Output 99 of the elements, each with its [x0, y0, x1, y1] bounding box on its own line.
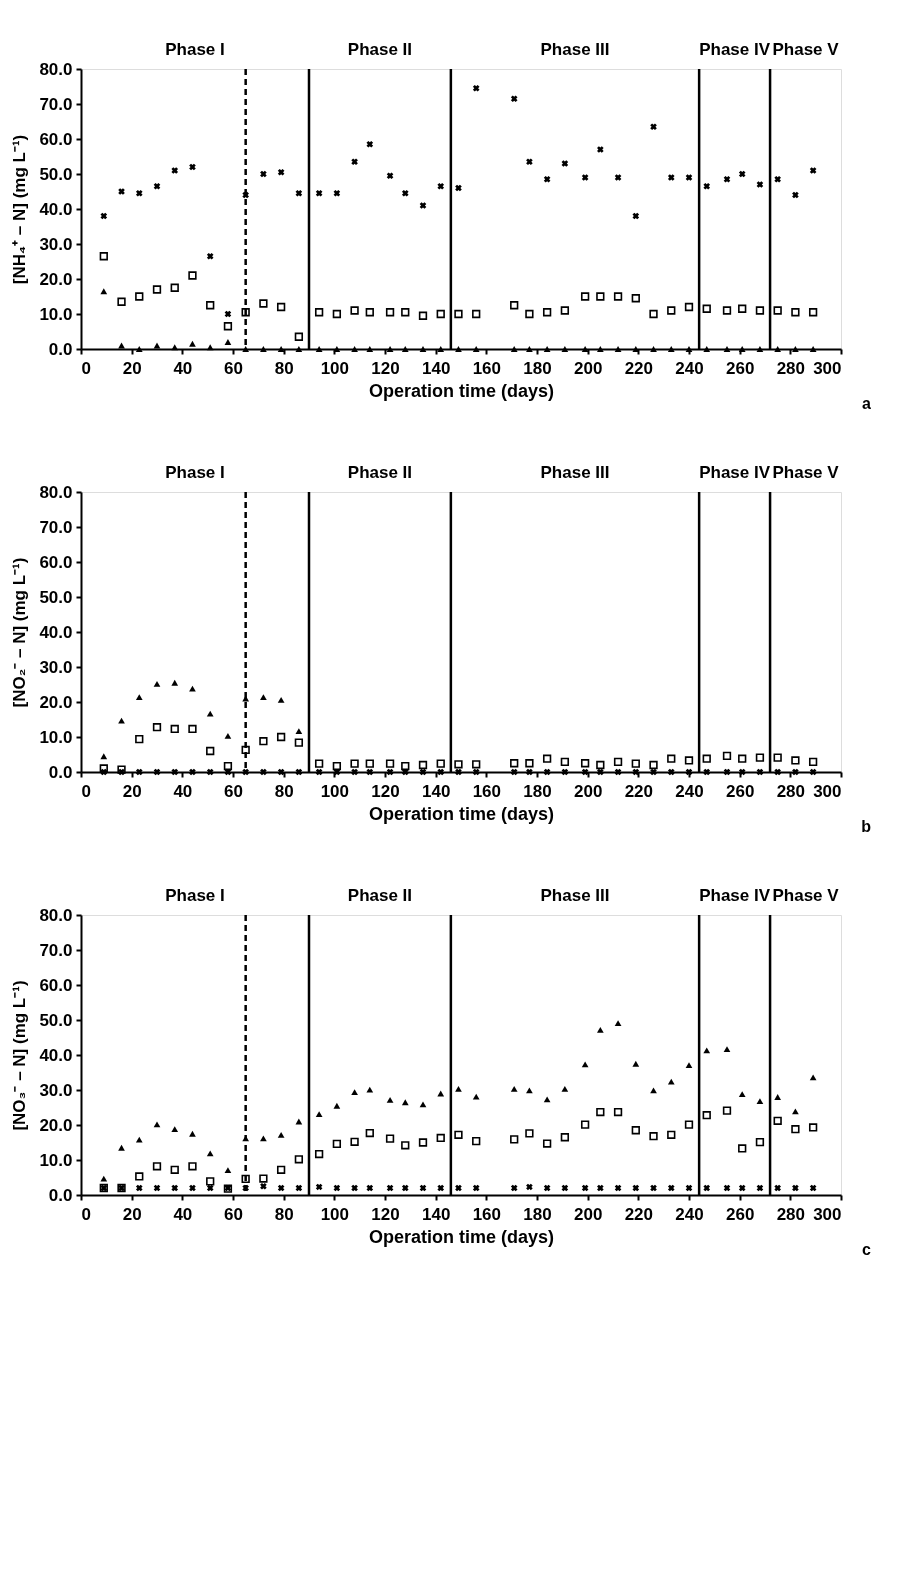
text: Phase IV [699, 463, 771, 482]
x-axis-title: Operation time (days) [368, 380, 555, 401]
x-tick-label: 220 [624, 1204, 654, 1224]
x-tick-label: 80 [274, 358, 294, 378]
x-tick-label: 80 [274, 781, 294, 801]
text: Phase IV [699, 886, 771, 905]
x-tick-label: 20 [122, 781, 142, 801]
x-tick-label: 260 [725, 1204, 755, 1224]
x-tick-label: 40 [173, 781, 193, 801]
x-tick-label: 140 [421, 1204, 451, 1224]
text: Phase V [772, 463, 840, 482]
x-tick-label: 60 [224, 1204, 243, 1224]
x-tick-label: 120 [371, 358, 400, 378]
text: Phase IV [699, 40, 771, 59]
y-tick-label: 60.0 [39, 552, 73, 572]
y-tick-label: 0.0 [48, 1185, 73, 1205]
x-axis-title: Operation time (days) [368, 803, 555, 824]
x-tick-label: 200 [573, 1204, 603, 1224]
y-tick-label: 70.0 [39, 517, 73, 537]
text: Phase III [540, 40, 610, 59]
y-tick-label: 10.0 [39, 727, 73, 747]
x-tick-label: 220 [624, 781, 654, 801]
y-tick-label: 60.0 [39, 129, 73, 149]
y-tick-label: 0.0 [48, 339, 73, 359]
text: Phase III [540, 886, 610, 905]
text: Phase V [772, 40, 840, 59]
y-tick-label: 80.0 [39, 482, 73, 502]
x-tick-label: 300 [813, 1204, 842, 1224]
text: Phase I [165, 886, 225, 905]
x-tick-label: 220 [624, 358, 654, 378]
y-axis-title: [NO₃⁻ – N] (mg L⁻¹) [10, 980, 30, 1131]
y-tick-label: 60.0 [39, 975, 73, 995]
x-tick-label: 0 [81, 358, 91, 378]
x-tick-label: 20 [122, 358, 142, 378]
text: Phase I [165, 463, 225, 482]
y-tick-label: 20.0 [39, 692, 73, 712]
x-tick-label: 180 [523, 1204, 552, 1224]
x-tick-label: 240 [675, 358, 704, 378]
x-tick-label: 260 [725, 358, 755, 378]
text: a [862, 395, 872, 412]
text: c [862, 1241, 872, 1258]
x-tick-label: 120 [371, 1204, 400, 1224]
x-tick-label: 60 [224, 358, 243, 378]
y-tick-label: 80.0 [39, 59, 73, 79]
y-tick-label: 30.0 [39, 234, 73, 254]
text: b [861, 818, 872, 835]
y-tick-label: 30.0 [39, 657, 73, 677]
x-tick-label: 120 [371, 781, 400, 801]
x-tick-label: 100 [320, 1204, 350, 1224]
x-tick-label: 140 [421, 781, 451, 801]
x-tick-label: 280 [776, 1204, 806, 1224]
x-tick-label: 80 [274, 1204, 294, 1224]
y-tick-label: 40.0 [39, 199, 73, 219]
x-tick-label: 180 [523, 781, 552, 801]
x-tick-label: 40 [173, 1204, 193, 1224]
y-tick-label: 10.0 [39, 304, 73, 324]
y-tick-label: 70.0 [39, 94, 73, 114]
x-tick-label: 300 [813, 781, 842, 801]
x-tick-label: 160 [472, 358, 502, 378]
y-tick-label: 20.0 [39, 1115, 73, 1135]
y-tick-label: 50.0 [39, 587, 73, 607]
y-tick-label: 40.0 [39, 622, 73, 642]
text: Phase V [772, 886, 840, 905]
x-tick-label: 60 [224, 781, 243, 801]
x-tick-label: 280 [776, 781, 806, 801]
x-tick-label: 160 [472, 781, 502, 801]
y-tick-label: 80.0 [39, 905, 73, 925]
x-tick-label: 0 [81, 781, 91, 801]
text: Phase II [347, 40, 413, 59]
x-tick-label: 300 [813, 358, 842, 378]
x-tick-label: 100 [320, 358, 350, 378]
y-tick-label: 0.0 [48, 762, 73, 782]
text: Phase II [347, 886, 413, 905]
y-axis-title: [NH₄⁺ – N] (mg L⁻¹) [10, 134, 30, 285]
x-tick-label: 280 [776, 358, 806, 378]
x-tick-label: 240 [675, 1204, 704, 1224]
y-tick-label: 20.0 [39, 269, 73, 289]
text: Phase III [540, 463, 610, 482]
y-tick-label: 50.0 [39, 164, 73, 184]
y-tick-label: 10.0 [39, 1150, 73, 1170]
x-tick-label: 200 [573, 781, 603, 801]
x-tick-label: 100 [320, 781, 350, 801]
x-tick-label: 260 [725, 781, 755, 801]
y-tick-label: 40.0 [39, 1045, 73, 1065]
x-tick-label: 240 [675, 781, 704, 801]
x-tick-label: 200 [573, 358, 603, 378]
x-tick-label: 140 [421, 358, 451, 378]
x-axis-title: Operation time (days) [368, 1226, 555, 1247]
x-tick-label: 160 [472, 1204, 502, 1224]
x-tick-label: 0 [81, 1204, 91, 1224]
x-tick-label: 180 [523, 358, 552, 378]
y-tick-label: 30.0 [39, 1080, 73, 1100]
x-tick-label: 20 [122, 1204, 142, 1224]
y-tick-label: 50.0 [39, 1010, 73, 1030]
y-tick-label: 70.0 [39, 940, 73, 960]
text: Phase I [165, 40, 225, 59]
x-tick-label: 40 [173, 358, 193, 378]
text: Phase II [347, 463, 413, 482]
y-axis-title: [NO₂⁻ – N] (mg L⁻¹) [10, 557, 30, 708]
